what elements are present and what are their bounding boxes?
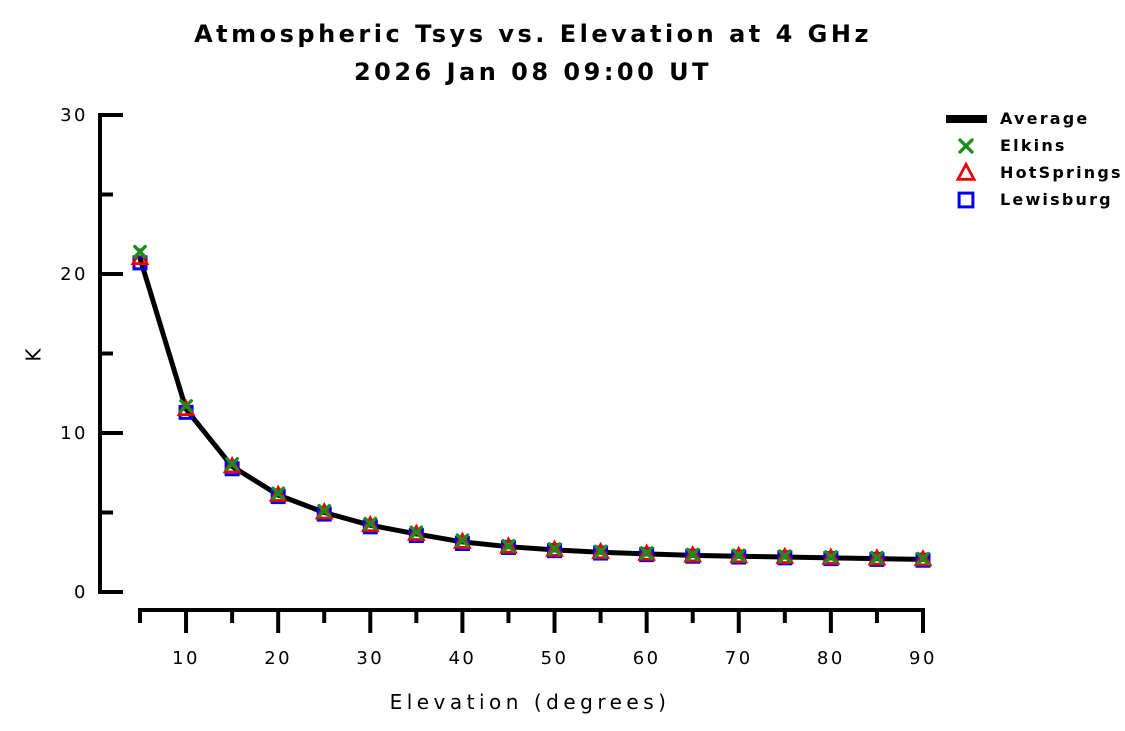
marker-triangle-hotsprings <box>729 545 749 564</box>
average-line <box>137 255 926 562</box>
y-tick-label: 30 <box>60 105 88 126</box>
marker-x-elkins <box>731 548 746 563</box>
marker-triangle-hotsprings <box>407 523 426 541</box>
marker-x-elkins <box>593 544 608 559</box>
marker-x-elkins <box>916 551 930 566</box>
marker-triangle-hotsprings <box>360 514 380 533</box>
marker-x-elkins <box>639 546 654 560</box>
marker-triangle-hotsprings <box>545 539 564 557</box>
marker-triangle-hotsprings <box>821 547 841 565</box>
marker-x-elkins <box>958 137 974 154</box>
x-tick-label: 10 <box>172 648 200 669</box>
x-tick-label: 20 <box>264 648 292 669</box>
chart-title: Atmospheric Tsys vs. Elevation at 4 GHz <box>194 20 872 48</box>
y-tick-label: 10 <box>60 423 88 444</box>
x-tick-label: 60 <box>633 648 661 669</box>
legend-label: Average <box>1000 109 1090 128</box>
marker-triangle-hotsprings <box>591 541 610 560</box>
marker-x-elkins <box>225 457 240 471</box>
legend-label: Elkins <box>1000 136 1067 155</box>
marker-x-elkins <box>409 525 424 540</box>
x-tick-label: 30 <box>356 648 384 669</box>
marker-triangle-hotsprings <box>775 546 795 564</box>
x-tick-label: 80 <box>817 648 845 669</box>
marker-triangle-hotsprings <box>637 543 656 561</box>
marker-triangle-hotsprings <box>314 502 334 520</box>
chart-subtitle: 2026 Jan 08 09:00 UT <box>353 58 713 86</box>
marker-x-elkins <box>501 538 516 553</box>
marker-x-elkins <box>179 399 193 413</box>
marker-x-elkins <box>547 542 562 556</box>
x-tick-label: 50 <box>541 648 569 669</box>
marker-triangle-hotsprings <box>268 484 288 502</box>
marker-x-elkins <box>870 550 884 565</box>
legend-item-elkins: Elkins <box>945 132 1123 159</box>
legend-marker-x-icon <box>958 137 974 154</box>
marker-triangle-hotsprings <box>453 531 472 549</box>
marker-triangle-hotsprings <box>683 544 703 563</box>
legend-label: Lewisburg <box>1000 190 1113 209</box>
marker-x-elkins <box>363 516 378 531</box>
y-tick-label: 20 <box>60 264 88 285</box>
legend-item-lewisburg: Lewisburg <box>945 186 1123 213</box>
legend-marker-square-icon <box>957 191 975 208</box>
legend-line-swatch <box>946 114 987 123</box>
legend-marker-line-icon <box>946 114 987 123</box>
legend-marker-triangle-icon <box>955 160 977 181</box>
x-tick-label: 90 <box>909 648 937 669</box>
y-axis-label: K <box>21 346 46 362</box>
marker-x-elkins <box>133 244 147 259</box>
marker-triangle-hotsprings <box>955 160 977 181</box>
marker-x-elkins <box>823 550 838 564</box>
x-axis-label: Elevation (degrees) <box>389 690 671 714</box>
marker-x-elkins <box>455 533 470 548</box>
legend-label: HotSprings <box>1000 163 1123 182</box>
legend-item-hotsprings: HotSprings <box>945 159 1123 186</box>
marker-triangle-hotsprings <box>499 536 518 554</box>
legend: Average Elkins HotSprings Lewisburg <box>945 105 1123 213</box>
marker-x-elkins <box>317 504 332 518</box>
marker-x-elkins <box>777 549 792 564</box>
marker-x-elkins <box>685 547 700 562</box>
marker-triangle-hotsprings <box>913 548 933 567</box>
marker-triangle-hotsprings <box>867 548 887 566</box>
legend-item-average: Average <box>945 105 1123 132</box>
x-tick-label: 40 <box>448 648 476 669</box>
y-tick-label: 0 <box>74 582 88 603</box>
marker-square-lewisburg <box>957 191 975 208</box>
x-tick-label: 70 <box>725 648 753 669</box>
marker-x-elkins <box>271 486 286 501</box>
